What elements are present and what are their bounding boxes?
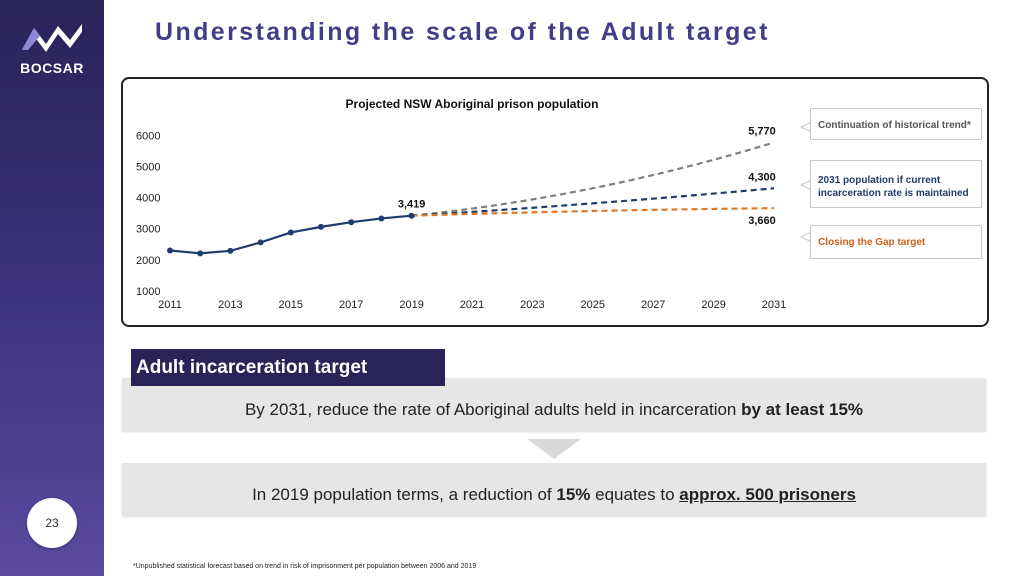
x-tick-label: 2023 — [520, 299, 544, 311]
x-tick-label: 2011 — [158, 299, 182, 311]
x-tick-label: 2029 — [701, 299, 725, 311]
reduction-percent: 15% — [556, 485, 591, 504]
callout-closing-gap: Closing the Gap target — [810, 225, 982, 259]
projection-chart: Projected NSW Aboriginal prison populati… — [136, 97, 815, 311]
x-tick-label: 2017 — [339, 299, 363, 311]
target-statement-bold: by at least 15% — [741, 400, 864, 419]
footnote: *Unpublished statistical forecast based … — [133, 563, 477, 570]
actual-point — [318, 223, 324, 230]
reduction-result: approx. 500 prisoners — [679, 485, 856, 504]
chart-title: Projected NSW Aboriginal prison populati… — [346, 97, 599, 111]
callout-historical-trend: Continuation of historical trend* — [810, 108, 982, 140]
brand-name: BOCSAR — [20, 60, 84, 76]
y-tick-label: 3000 — [136, 224, 160, 236]
page-number: 23 — [27, 498, 77, 548]
x-tick-label: 2025 — [581, 299, 605, 311]
bocsar-logo-icon — [22, 24, 82, 52]
x-tick-label: 2015 — [279, 299, 303, 311]
actual-point — [197, 250, 204, 257]
data-label: 3,660 — [748, 215, 776, 227]
reduction-band: In 2019 population terms, a reduction of… — [122, 463, 986, 516]
callout-connector — [799, 178, 815, 192]
down-arrow-icon — [527, 439, 581, 459]
x-tick-label: 2027 — [641, 299, 665, 311]
actual-point — [287, 229, 294, 236]
sidebar: BOCSAR 23 — [0, 0, 104, 576]
callout-rate-maintained: 2031 population if current incarceration… — [810, 160, 982, 208]
target-heading: Adult incarceration target — [131, 349, 445, 386]
reduction-mid: equates to — [590, 485, 680, 504]
x-tick-label: 2021 — [460, 299, 484, 311]
projection-line — [411, 187, 775, 217]
actual-point — [348, 219, 355, 226]
y-tick-label: 5000 — [136, 161, 160, 173]
y-tick-label: 6000 — [136, 130, 160, 142]
y-tick-label: 4000 — [136, 193, 160, 205]
data-label: 5,770 — [748, 126, 776, 138]
actual-point — [408, 212, 415, 219]
y-tick-label: 1000 — [136, 286, 160, 298]
callout-connector — [799, 230, 815, 244]
projection-line — [411, 207, 775, 217]
x-tick-label: 2031 — [762, 299, 786, 311]
y-tick-label: 2000 — [136, 255, 160, 267]
x-tick-label: 2019 — [399, 299, 423, 311]
actual-point — [378, 215, 385, 222]
x-tick-label: 2013 — [218, 299, 242, 311]
actual-point — [257, 239, 264, 246]
target-statement-band: By 2031, reduce the rate of Aboriginal a… — [122, 378, 986, 431]
projection-line — [411, 141, 775, 217]
data-label: 3,419 — [398, 199, 426, 211]
page-title: Understanding the scale of the Adult tar… — [155, 18, 770, 46]
actual-point — [227, 247, 234, 254]
callout-connector — [799, 120, 815, 134]
target-statement-text: By 2031, reduce the rate of Aboriginal a… — [244, 400, 742, 419]
actual-point — [167, 247, 173, 254]
data-label: 4,300 — [748, 171, 776, 183]
reduction-prefix: In 2019 population terms, a reduction of — [252, 485, 557, 504]
